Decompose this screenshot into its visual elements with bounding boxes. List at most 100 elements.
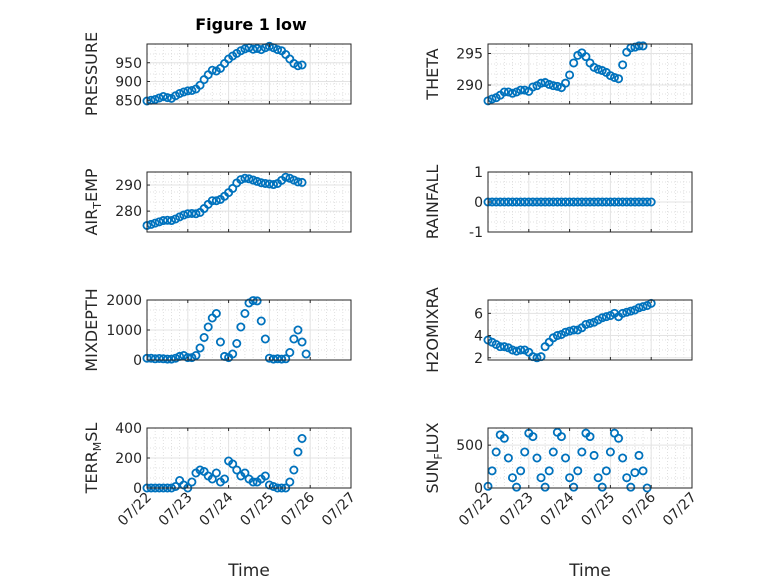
data-point bbox=[614, 197, 624, 207]
data-point bbox=[281, 172, 291, 182]
data-point bbox=[614, 74, 624, 84]
y-axis-label: RAINFALL bbox=[423, 165, 442, 240]
data-point bbox=[585, 318, 595, 328]
data-point bbox=[589, 197, 599, 207]
data-point bbox=[183, 353, 193, 363]
subplot-2: 290 295 THETA bbox=[423, 41, 693, 106]
y-tick-label: 6 bbox=[474, 306, 483, 322]
axes-box bbox=[487, 427, 693, 489]
data-point bbox=[499, 342, 509, 352]
data-point bbox=[573, 466, 583, 476]
data-point bbox=[264, 353, 274, 363]
data-point bbox=[622, 197, 632, 207]
data-point bbox=[634, 303, 644, 313]
data-point bbox=[630, 468, 640, 478]
data-point bbox=[565, 197, 575, 207]
data-point bbox=[211, 308, 221, 318]
data-point bbox=[495, 197, 505, 207]
data-point bbox=[569, 197, 579, 207]
data-point bbox=[491, 447, 501, 457]
data-point bbox=[289, 334, 299, 344]
data-point bbox=[581, 52, 591, 62]
y-tick-label: 290 bbox=[115, 178, 142, 194]
data-point bbox=[158, 92, 168, 102]
data-point bbox=[264, 480, 274, 490]
x-axis-label: Time bbox=[568, 561, 611, 581]
data-point bbox=[248, 175, 258, 185]
data-point bbox=[634, 197, 644, 207]
data-point bbox=[179, 87, 189, 97]
data-point bbox=[565, 326, 575, 336]
data-point bbox=[158, 216, 168, 226]
data-point bbox=[203, 322, 213, 332]
data-point bbox=[175, 89, 185, 99]
data-point bbox=[609, 197, 619, 207]
data-point bbox=[252, 296, 262, 306]
data-point bbox=[499, 87, 509, 97]
data-point bbox=[589, 450, 599, 460]
data-point bbox=[634, 41, 644, 51]
data-point bbox=[507, 197, 517, 207]
data-point bbox=[614, 433, 624, 443]
data-point bbox=[183, 86, 193, 96]
data-point bbox=[565, 70, 575, 80]
y-tick-label: 950 bbox=[115, 56, 142, 72]
data-point bbox=[585, 432, 595, 442]
data-point bbox=[252, 44, 262, 54]
y-tick-label: 400 bbox=[115, 421, 142, 437]
data-point bbox=[211, 196, 221, 206]
data-point bbox=[516, 345, 526, 355]
data-point bbox=[544, 197, 554, 207]
data-point bbox=[552, 197, 562, 207]
data-point bbox=[503, 197, 513, 207]
data-point bbox=[154, 353, 164, 363]
data-point bbox=[601, 312, 611, 322]
data-point bbox=[593, 473, 603, 483]
axes-layer: 850 900 950 PRESSURE 290 295 THETA 280 290 AIRTEM… bbox=[82, 32, 700, 581]
data-point bbox=[601, 466, 611, 476]
data-point bbox=[593, 197, 603, 207]
data-point bbox=[191, 209, 201, 219]
data-point bbox=[561, 78, 571, 88]
data-point bbox=[297, 337, 307, 347]
data-point bbox=[524, 197, 534, 207]
data-point bbox=[638, 41, 648, 51]
data-point bbox=[228, 349, 238, 359]
data-point bbox=[191, 350, 201, 360]
data-point bbox=[260, 334, 270, 344]
data-point bbox=[236, 322, 246, 332]
data-point bbox=[544, 79, 554, 89]
data-point bbox=[597, 197, 607, 207]
subplot-3: 280 290 AIRTEMP bbox=[82, 168, 352, 236]
data-point bbox=[211, 468, 221, 478]
data-point bbox=[154, 217, 164, 227]
data-point bbox=[256, 316, 266, 326]
y-tick-label: 290 bbox=[456, 78, 483, 94]
data-point bbox=[532, 453, 542, 463]
data-point bbox=[215, 337, 225, 347]
data-point bbox=[512, 482, 522, 492]
data-point bbox=[520, 85, 530, 95]
axes-box bbox=[487, 299, 693, 361]
data-point bbox=[516, 197, 526, 207]
data-point bbox=[187, 477, 197, 487]
data-point bbox=[577, 447, 587, 457]
data-point bbox=[252, 176, 262, 186]
data-point bbox=[289, 465, 299, 475]
data-point bbox=[150, 354, 160, 364]
data-point bbox=[561, 197, 571, 207]
data-point bbox=[565, 473, 575, 483]
data-point bbox=[573, 197, 583, 207]
data-point bbox=[232, 338, 242, 348]
y-tick-label: -1 bbox=[469, 225, 483, 241]
data-point bbox=[618, 453, 628, 463]
y-axis-label: MIXDEPTH bbox=[82, 288, 101, 371]
data-point bbox=[536, 473, 546, 483]
data-point bbox=[232, 465, 242, 475]
data-point bbox=[536, 197, 546, 207]
data-point bbox=[268, 180, 278, 190]
data-point bbox=[581, 197, 591, 207]
data-point bbox=[503, 453, 513, 463]
data-point bbox=[512, 197, 522, 207]
data-point bbox=[256, 178, 266, 188]
